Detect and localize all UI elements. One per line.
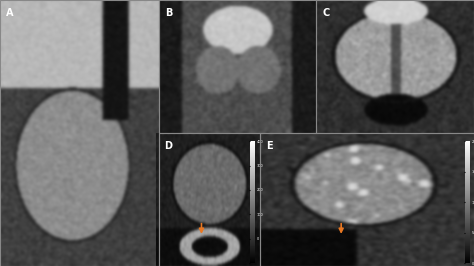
Bar — [0, 0, 159, 266]
Text: A: A — [6, 8, 14, 18]
Bar — [159, 0, 316, 133]
Bar — [260, 133, 474, 266]
Text: C: C — [322, 8, 329, 18]
Text: B: B — [165, 8, 173, 18]
Text: E: E — [266, 141, 273, 151]
Bar — [159, 133, 260, 266]
Bar — [316, 0, 474, 133]
Text: D: D — [164, 141, 172, 151]
